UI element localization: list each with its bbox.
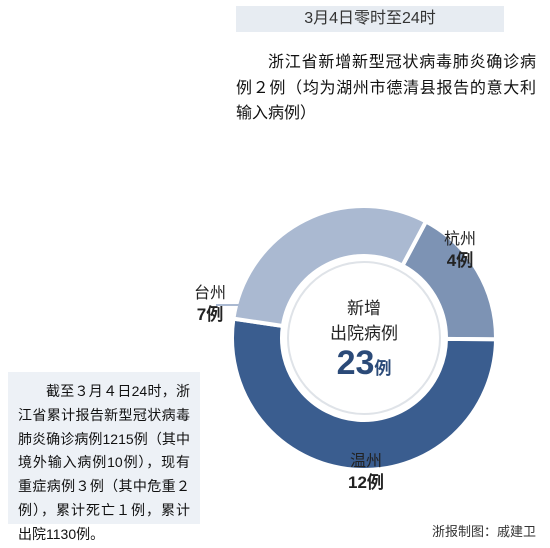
donut-svg (208, 182, 520, 494)
top-paragraph: 浙江省新增新型冠状病毒肺炎确诊病例２例（均为湖州市德清县报告的意大利输入病例） (236, 50, 536, 127)
date-banner: 3月4日零时至24时 (236, 6, 504, 32)
donut-inner-ring (288, 262, 440, 414)
credit-line: 浙报制图：戚建卫 (432, 521, 536, 540)
donut-slice-2 (233, 206, 426, 326)
summary-box: 截至３月４日24时，浙江省累计报告新型冠状病毒肺炎确诊病例1215例（其中境外输… (8, 372, 200, 524)
taizhou-leader-line (216, 304, 248, 306)
donut-slice-1 (232, 319, 496, 470)
donut-chart: 新增 出院病例 23例 (208, 182, 520, 494)
